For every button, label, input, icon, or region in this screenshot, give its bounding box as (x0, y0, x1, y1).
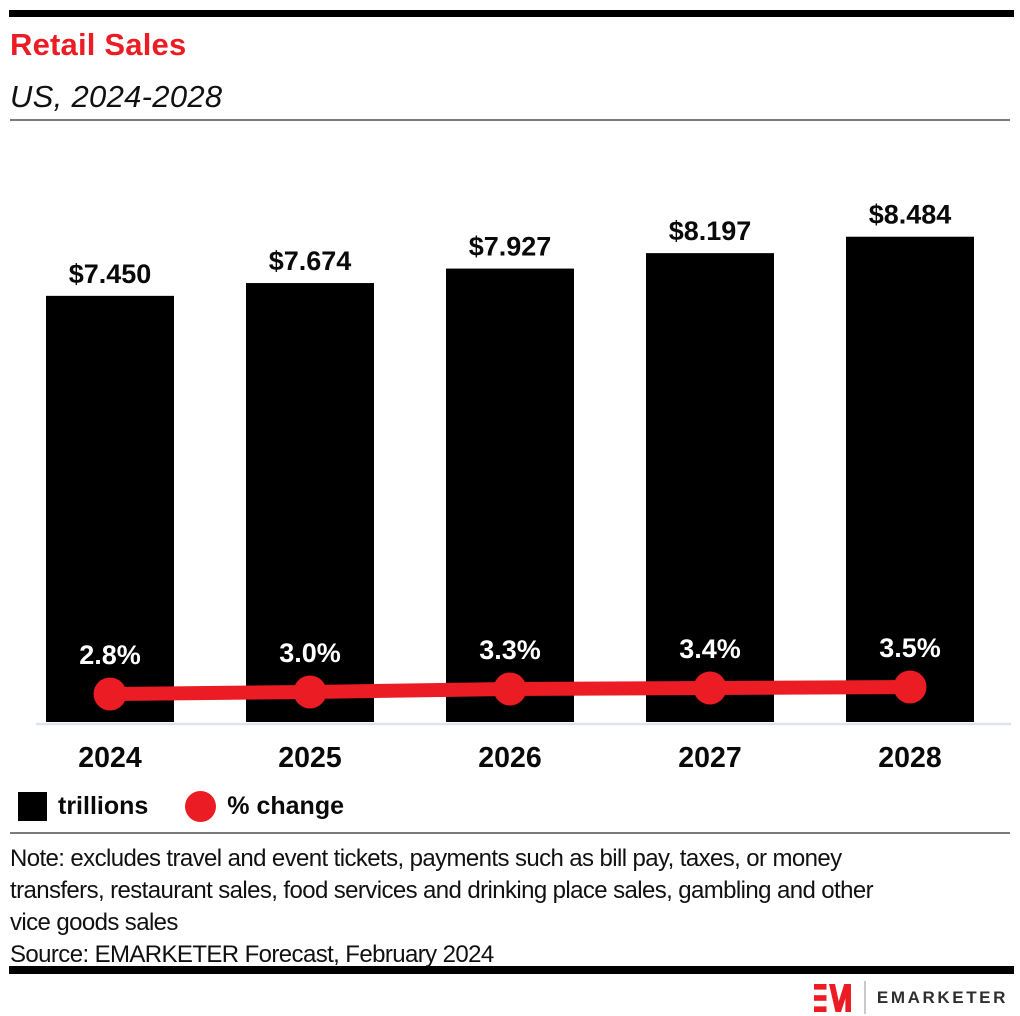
bottom-black-bar (9, 966, 1014, 974)
bar-value-label-2024: $7.450 (69, 259, 152, 289)
footnotes: Note: excludes travel and event tickets,… (10, 843, 1000, 971)
header-divider (10, 119, 1010, 121)
note-line: vice goods sales (10, 909, 178, 936)
brand-wordmark: EMARKETER (876, 988, 1008, 1007)
em-logo-icon (813, 983, 851, 1012)
legend-label-trillions: trillions (58, 792, 149, 820)
pct-label-2027: 3.4% (679, 634, 741, 664)
top-black-bar (9, 10, 1014, 17)
source-line: Source: EMARKETER Forecast, February 202… (10, 941, 494, 968)
chart-subtitle: US, 2024-2028 (10, 79, 223, 114)
pct-point-2025 (293, 675, 327, 709)
x-tick-label-2024: 2024 (78, 742, 142, 774)
legend: trillions % change (18, 791, 344, 822)
x-tick-label-2028: 2028 (878, 742, 941, 774)
brand-divider (863, 981, 866, 1014)
pct-point-2024 (93, 677, 127, 711)
bar-2026 (446, 268, 574, 722)
bar-2027 (646, 253, 774, 723)
bar-value-label-2027: $8.197 (669, 216, 752, 246)
bar-2028 (846, 236, 974, 722)
pct-label-2026: 3.3% (479, 635, 541, 665)
bar-value-label-2028: $8.484 (869, 200, 952, 230)
legend-item-trillions: trillions (18, 792, 148, 821)
legend-divider (10, 832, 1010, 834)
pct-label-2025: 3.0% (279, 638, 341, 668)
bar-value-label-2025: $7.674 (269, 246, 352, 276)
bar-series-swatch-icon (18, 792, 47, 821)
pct-point-2028 (893, 670, 927, 704)
chart-plot: $7.450 $7.674 $7.927 $8.197 $8.484 2.8% 2024 3.… (36, 200, 1011, 774)
chart-title: Retail Sales (10, 27, 187, 62)
bar-2024 (46, 295, 174, 722)
legend-label-pct-change: % change (227, 792, 344, 820)
note-line: transfers, restaurant sales, food servic… (10, 877, 874, 904)
brand-footer: EMARKETER (813, 981, 1008, 1014)
legend-item-pct-change: % change (185, 791, 344, 822)
x-tick-label-2026: 2026 (478, 742, 541, 774)
pct-label-2024: 2.8% (79, 640, 141, 670)
pct-point-2026 (493, 672, 527, 706)
bar-value-label-2026: $7.927 (469, 232, 552, 262)
bar-2025 (246, 283, 374, 722)
note-line: Note: excludes travel and event tickets,… (10, 845, 842, 872)
x-tick-label-2027: 2027 (678, 742, 741, 774)
pct-label-2028: 3.5% (879, 633, 941, 663)
line-series-swatch-icon (185, 791, 217, 822)
x-tick-label-2025: 2025 (278, 742, 342, 774)
pct-point-2027 (693, 671, 727, 705)
